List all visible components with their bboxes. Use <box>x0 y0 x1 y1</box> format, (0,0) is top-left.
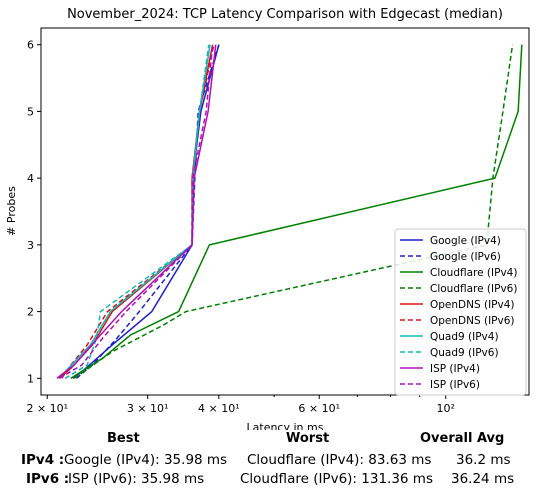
plot-frame <box>40 27 530 396</box>
chart-title: November_2024: TCP Latency Comparison wi… <box>67 7 503 22</box>
series-line-quad9-ipv6 <box>64 44 210 379</box>
stats-row-ipv6-best: ISP (IPv6): 35.98 ms <box>68 471 205 487</box>
legend-label-quad9-ipv4: Quad9 (IPv4) <box>430 331 499 343</box>
latency-chart: November_2024: TCP Latency Comparison wi… <box>5 7 530 430</box>
x-axis-label: Latency in ms <box>247 421 324 430</box>
stats-row-ipv6-avg: 36.24 ms <box>451 471 515 487</box>
stats-row-ipv6-label: IPv6 : <box>26 471 70 487</box>
y-tick-label: 5 <box>27 105 34 118</box>
series-line-isp-ipv4 <box>56 44 217 379</box>
x-tick-label: 4 × 10¹ <box>198 402 240 415</box>
legend-label-opendns-ipv4: OpenDNS (IPv4) <box>430 299 515 311</box>
x-tick-label: 3 × 10¹ <box>127 402 169 415</box>
legend-box <box>394 228 527 396</box>
x-tick-label: 2 × 10¹ <box>26 402 68 415</box>
y-tick-label: 4 <box>27 172 34 185</box>
legend-label-quad9-ipv6: Quad9 (IPv6) <box>430 347 499 359</box>
series-line-isp-ipv6 <box>58 44 214 379</box>
legend-label-cloudflare-ipv4: Cloudflare (IPv4) <box>430 267 517 279</box>
legend-label-google-ipv4: Google (IPv4) <box>430 235 501 247</box>
stats-row-ipv6-worst: Cloudflare (IPv6): 131.36 ms <box>240 471 433 487</box>
y-tick-label: 2 <box>27 306 34 319</box>
series-line-opendns-ipv4 <box>58 44 214 379</box>
legend-label-isp-ipv6: ISP (IPv6) <box>430 379 480 391</box>
legend-label-google-ipv6: Google (IPv6) <box>430 251 501 263</box>
stats-header-avg: Overall Avg <box>420 431 505 446</box>
plot-lines <box>56 44 523 379</box>
stats-header-worst: Worst <box>286 431 330 446</box>
y-tick-label: 1 <box>27 372 34 385</box>
series-line-opendns-ipv6 <box>61 44 215 379</box>
y-axis-ticks: 1 2 3 4 5 6 <box>27 39 41 385</box>
stats-row-ipv4-avg: 36.2 ms <box>456 452 511 468</box>
series-line-google-ipv4 <box>72 44 220 379</box>
x-tick-label: 10² <box>436 402 454 415</box>
series-line-quad9-ipv4 <box>56 44 211 379</box>
x-tick-label: 6 × 10¹ <box>298 402 340 415</box>
y-axis-label: # Probes <box>5 186 18 236</box>
stats-header-best: Best <box>107 431 140 446</box>
series-line-cloudflare-ipv6 <box>73 44 514 379</box>
legend-label-opendns-ipv6: OpenDNS (IPv6) <box>430 315 515 327</box>
stats-row-ipv4-worst: Cloudflare (IPv4): 83.63 ms <box>247 452 432 468</box>
legend: Google (IPv4) Google (IPv6) Cloudflare (IP… <box>394 228 527 396</box>
x-axis-ticks: 2 × 10¹ 3 × 10¹ 4 × 10¹ 6 × 10¹ 10² <box>26 395 455 415</box>
y-tick-label: 6 <box>27 39 34 52</box>
stats-row-ipv4-best: Google (IPv4): 35.98 ms <box>64 452 228 468</box>
legend-label-isp-ipv4: ISP (IPv4) <box>430 363 480 375</box>
stats-row-ipv4-label: IPv4 : <box>21 452 65 468</box>
y-tick-label: 3 <box>27 239 34 252</box>
legend-label-cloudflare-ipv6: Cloudflare (IPv6) <box>430 283 517 295</box>
